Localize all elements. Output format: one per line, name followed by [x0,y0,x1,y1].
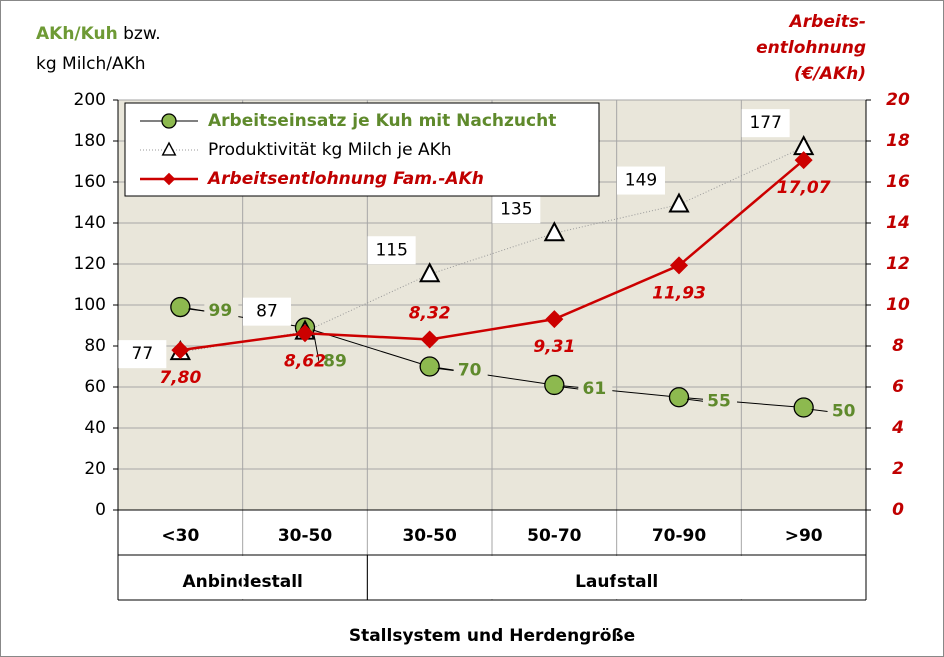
legend-marker [162,172,176,186]
label-box [703,388,737,415]
y2-axis-title: entlohnung [756,38,866,58]
leader-line [811,409,828,412]
y2-axis-title: (€/AKh) [794,64,866,84]
data-label: 70 [458,361,482,381]
data-label: 61 [582,379,606,399]
group-cell [241,556,244,599]
y-tick-label: 200 [74,90,106,110]
label-box [741,109,790,138]
y-tick-label: 0 [95,500,106,520]
group-cell [491,556,493,599]
data-label: 135 [500,199,532,219]
point [545,310,564,329]
data-label: 87 [256,302,278,322]
label-box [578,375,613,402]
y-axis-title: kg Milch/AKh [36,54,146,74]
y2-tick-label: 8 [892,336,904,356]
point [296,324,314,343]
data-label: 8,62 [284,351,326,371]
point [793,397,814,418]
label-box [243,297,291,326]
y2-tick-label: 10 [886,295,910,315]
data-label: 11,93 [652,283,706,303]
data-label: 9,31 [533,337,575,357]
y2-tick-label: 12 [886,254,910,274]
legend-marker [161,141,177,156]
leader-line [562,386,579,390]
label-box [118,340,167,369]
y-tick-label: 60 [84,377,106,397]
label-box [492,195,541,224]
data-label: 115 [375,240,407,260]
label-box [204,298,239,325]
point [419,356,440,377]
leader-line [188,308,205,312]
point [668,192,690,213]
y-tick-label: 180 [74,131,106,151]
x-tick-label: 50-70 [527,526,582,546]
y-tick-label: 100 [74,295,106,315]
x-tick-label: 70-90 [652,526,707,546]
group-cell [740,556,743,599]
point [419,262,441,283]
y2-tick-label: 0 [892,500,904,520]
x-axis-title: Stallsystem und Herdengröße [349,626,635,646]
y-axis-title: AKh/Kuh bzw. [36,24,161,44]
data-label: 89 [323,352,347,372]
y2-tick-label: 14 [886,213,910,233]
x-tick-label: 30-50 [278,526,333,546]
point [420,330,439,349]
point [670,256,688,275]
label-box [617,166,665,195]
data-label: 50 [832,402,856,422]
data-label: 149 [625,171,657,191]
y2-tick-label: 4 [891,418,904,438]
y2-tick-label: 16 [886,172,910,192]
point [170,296,191,318]
y-tick-label: 80 [84,336,106,356]
point [544,374,565,396]
label-box [319,348,353,375]
x-tick-label: 30-50 [402,526,457,546]
y2-tick-label: 18 [886,131,910,151]
y2-tick-label: 2 [892,459,904,479]
y-tick-label: 40 [84,418,106,438]
data-label: 55 [707,391,731,411]
data-label: 7,80 [159,368,201,388]
legend-label: Arbeitseinsatz je Kuh mit Nachzucht [208,111,556,131]
y2-tick-label: 6 [892,377,904,397]
point [543,221,565,242]
legend-label: Produktivität kg Milch je AKh [208,140,452,160]
data-label: 17,07 [777,178,831,198]
label-box [453,357,488,384]
label-box [827,398,862,425]
point [668,387,690,408]
data-label: 77 [132,344,154,364]
x-tick-label: >90 [785,526,823,546]
y2-tick-label: 20 [886,90,910,110]
y-tick-label: 20 [84,459,106,479]
y-tick-label: 120 [74,254,106,274]
label-box [367,236,416,265]
legend [124,102,600,197]
y2-axis-title: Arbeits- [788,12,866,32]
series-line [180,159,805,352]
group-cell [615,556,618,599]
data-label: 177 [749,113,781,133]
data-label: 99 [208,301,232,321]
y-tick-label: 140 [74,213,106,233]
data-label: 8,32 [409,303,451,323]
leader-line [437,368,454,371]
x-tick-label: <30 [161,526,199,546]
point [794,151,813,170]
point [171,341,190,360]
leader-line [686,398,704,402]
legend-label: Arbeitsentlohnung Fam.-AKh [206,169,484,189]
y-tick-label: 160 [74,172,106,192]
legend-marker [161,113,177,129]
